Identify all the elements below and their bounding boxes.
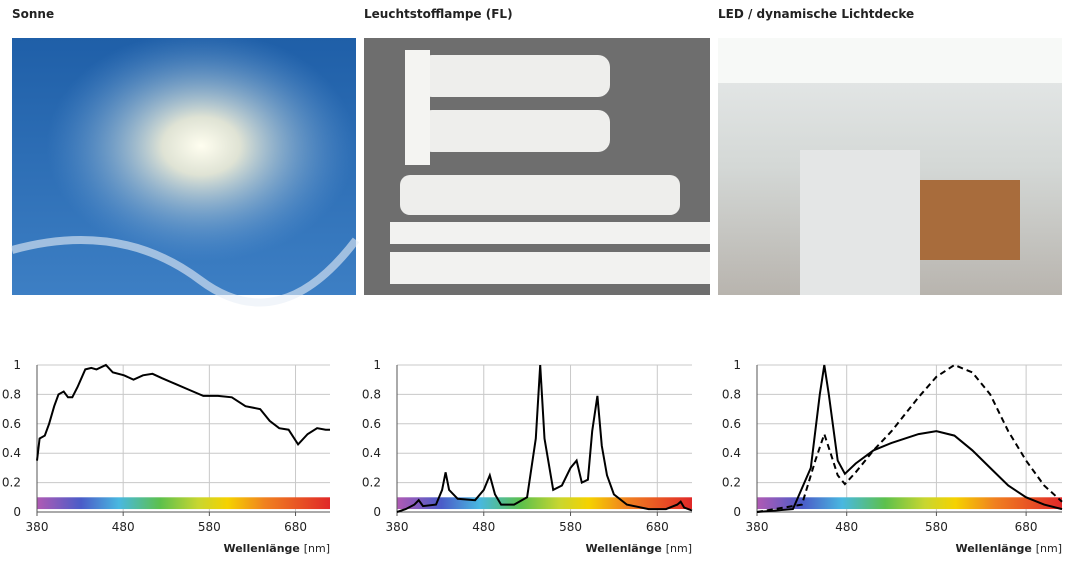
y-tick-label: 0.4 (2, 446, 21, 460)
x-tick-label: 580 (925, 520, 948, 534)
x-tick-label: 480 (835, 520, 858, 534)
y-tick-label: 0.8 (362, 387, 381, 401)
x-axis-label-unit: [nm] (666, 542, 692, 555)
y-tick-label: 1 (733, 358, 741, 372)
x-axis-label-name: Wellenlänge (955, 542, 1031, 555)
x-axis-label: Wellenlänge [nm] (223, 541, 330, 555)
y-tick-label: 0.6 (2, 417, 21, 431)
y-tick-label: 0.8 (722, 387, 741, 401)
x-tick-label: 680 (1015, 520, 1038, 534)
x-axis-label-name: Wellenlänge (223, 542, 299, 555)
y-tick-label: 0.4 (722, 446, 741, 460)
y-tick-label: 0.2 (2, 476, 21, 490)
x-tick-label: 380 (746, 520, 769, 534)
y-tick-label: 0.8 (2, 387, 21, 401)
y-tick-label: 0.2 (362, 476, 381, 490)
chart-title: Sonne (12, 7, 54, 21)
chart-title: LED / dynamische Lichtdecke (718, 7, 914, 21)
spectrum-line (757, 365, 1062, 512)
page: {"chart_data":[ {"type":"line","title":"… (0, 0, 1089, 561)
spectrum-line (397, 365, 692, 512)
x-tick-label: 580 (198, 520, 221, 534)
figure: Sonne 0 0.2 0.4 0.6 0.8 1 380 480 580 680 Wellenlän… (0, 0, 1089, 557)
chart-title: Leuchtstofflampe (FL) (364, 7, 513, 21)
x-axis-label: Wellenlänge [nm] (585, 541, 692, 555)
photo-fluorescent (364, 38, 710, 295)
x-tick-label: 480 (112, 520, 135, 534)
y-tick-label: 0.6 (722, 417, 741, 431)
x-tick-label: 580 (559, 520, 582, 534)
x-tick-label: 680 (284, 520, 307, 534)
spectrum-bar (37, 497, 330, 509)
y-tick-label: 0 (13, 505, 21, 519)
y-tick-label: 0.2 (722, 476, 741, 490)
y-tick-label: 0 (373, 505, 381, 519)
x-tick-label: 480 (472, 520, 495, 534)
y-tick-label: 0 (733, 505, 741, 519)
y-tick-label: 1 (373, 358, 381, 372)
x-tick-label: 380 (26, 520, 49, 534)
x-axis-label: Wellenlänge [nm] (955, 541, 1062, 555)
x-axis-label-name: Wellenlänge (585, 542, 661, 555)
x-axis-label-unit: [nm] (304, 542, 330, 555)
x-tick-label: 380 (386, 520, 409, 534)
photo-sun (12, 38, 356, 303)
spectrum-bar (397, 497, 692, 509)
x-axis-label-unit: [nm] (1036, 542, 1062, 555)
x-tick-label: 680 (646, 520, 669, 534)
spectrum-line (37, 365, 330, 461)
y-tick-label: 0.6 (362, 417, 381, 431)
photo-led-room (718, 38, 1062, 295)
y-tick-label: 0.4 (362, 446, 381, 460)
y-tick-label: 1 (13, 358, 21, 372)
